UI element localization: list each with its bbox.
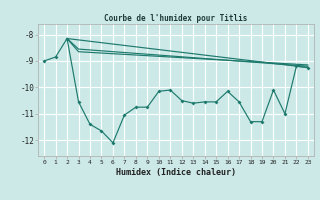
X-axis label: Humidex (Indice chaleur): Humidex (Indice chaleur): [116, 168, 236, 177]
Title: Courbe de l'humidex pour Titlis: Courbe de l'humidex pour Titlis: [104, 14, 248, 23]
